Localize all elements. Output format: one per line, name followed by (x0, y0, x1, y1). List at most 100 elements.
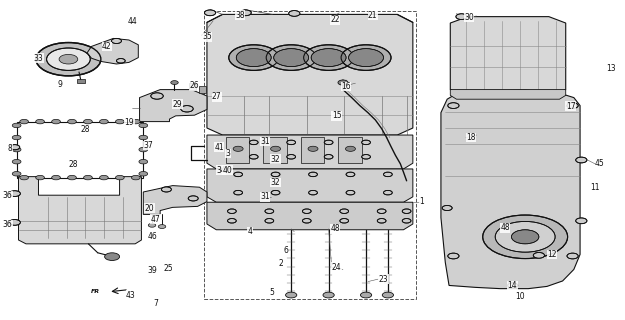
Circle shape (84, 119, 92, 124)
Circle shape (99, 119, 108, 124)
Text: 10: 10 (516, 292, 525, 301)
Text: 34: 34 (216, 166, 226, 175)
Polygon shape (207, 169, 413, 202)
Polygon shape (450, 17, 566, 95)
Text: 30: 30 (464, 13, 474, 22)
Circle shape (271, 146, 281, 151)
Text: 28: 28 (81, 125, 91, 134)
Circle shape (139, 159, 148, 164)
Circle shape (308, 146, 318, 151)
Bar (301, 137, 324, 163)
Circle shape (309, 172, 318, 177)
Text: 13: 13 (606, 64, 616, 73)
Circle shape (36, 175, 44, 180)
Circle shape (229, 45, 279, 70)
Text: 17: 17 (566, 102, 576, 111)
Circle shape (139, 123, 148, 128)
Circle shape (266, 45, 316, 70)
Text: 36: 36 (2, 220, 12, 229)
Circle shape (304, 45, 354, 70)
Circle shape (20, 119, 29, 124)
Text: 7: 7 (153, 299, 158, 308)
Text: 35: 35 (202, 32, 212, 41)
Bar (204, 11, 416, 299)
Circle shape (508, 283, 518, 288)
Circle shape (265, 209, 274, 213)
Circle shape (236, 49, 271, 67)
Circle shape (338, 80, 348, 85)
Circle shape (99, 175, 108, 180)
Bar (226, 137, 249, 163)
Circle shape (402, 209, 411, 213)
Text: 29: 29 (173, 100, 182, 108)
Circle shape (271, 172, 280, 177)
Circle shape (233, 146, 243, 151)
Polygon shape (87, 38, 138, 64)
Circle shape (340, 219, 349, 223)
Circle shape (131, 119, 140, 124)
Circle shape (20, 175, 29, 180)
Bar (338, 137, 362, 163)
Circle shape (249, 155, 258, 159)
Circle shape (340, 209, 349, 213)
Text: 48: 48 (500, 223, 510, 232)
Circle shape (68, 119, 76, 124)
Polygon shape (207, 202, 413, 230)
Circle shape (158, 225, 166, 228)
Text: 37: 37 (143, 141, 153, 150)
Text: 16: 16 (341, 82, 351, 91)
Circle shape (384, 172, 392, 177)
Circle shape (346, 172, 355, 177)
Circle shape (324, 155, 333, 159)
Bar (263, 137, 287, 163)
Text: 44: 44 (127, 17, 137, 26)
Circle shape (188, 196, 198, 201)
Text: 27: 27 (212, 92, 221, 101)
Circle shape (448, 253, 459, 259)
Circle shape (104, 253, 119, 260)
Circle shape (311, 49, 346, 67)
Circle shape (139, 172, 148, 176)
Circle shape (36, 43, 101, 76)
Circle shape (341, 45, 391, 70)
Circle shape (52, 119, 61, 124)
Circle shape (12, 172, 21, 176)
Circle shape (240, 10, 251, 16)
Circle shape (9, 220, 21, 225)
Text: 38: 38 (235, 11, 244, 20)
Circle shape (84, 175, 92, 180)
Polygon shape (19, 177, 141, 244)
Circle shape (204, 10, 216, 16)
Text: 8: 8 (8, 144, 12, 153)
Circle shape (12, 148, 21, 152)
Circle shape (249, 140, 258, 145)
Bar (17, 122, 143, 178)
Polygon shape (143, 186, 207, 214)
Circle shape (228, 209, 236, 213)
Text: 32: 32 (271, 155, 280, 164)
Circle shape (533, 252, 544, 258)
Circle shape (495, 221, 555, 252)
Circle shape (228, 219, 236, 223)
Text: 31: 31 (260, 137, 269, 146)
Circle shape (323, 292, 334, 298)
Circle shape (511, 230, 539, 244)
Circle shape (161, 187, 171, 192)
Circle shape (576, 218, 587, 224)
Circle shape (346, 190, 355, 195)
Circle shape (302, 209, 311, 213)
Text: 26: 26 (189, 81, 199, 90)
Text: 6: 6 (283, 246, 288, 255)
Bar (189, 83, 196, 90)
Circle shape (482, 215, 568, 259)
Circle shape (181, 106, 193, 112)
Circle shape (382, 292, 394, 298)
Text: FR: FR (91, 289, 99, 294)
Circle shape (10, 145, 20, 150)
Circle shape (361, 292, 372, 298)
Circle shape (442, 205, 452, 211)
Circle shape (111, 38, 121, 44)
Circle shape (116, 59, 125, 63)
Text: 14: 14 (508, 281, 518, 290)
Circle shape (448, 103, 459, 108)
